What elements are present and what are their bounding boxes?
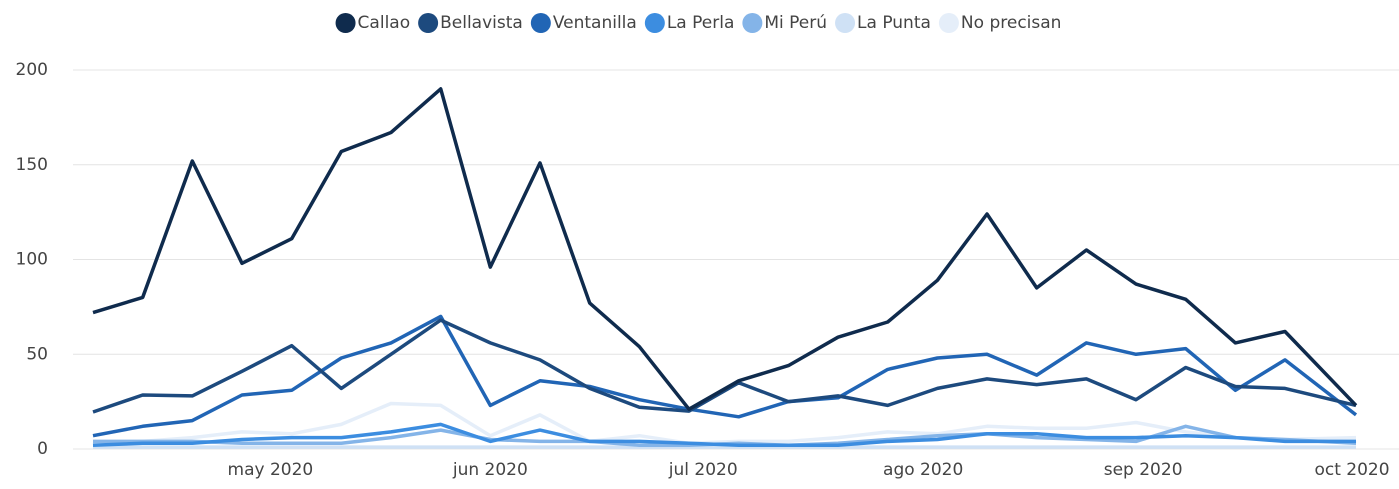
legend-item: Bellavista: [418, 13, 523, 33]
series-line: [92, 422, 1356, 447]
legend-marker: [530, 13, 551, 33]
series-line: [92, 401, 1357, 446]
legend-item: Mi Perú: [742, 13, 827, 33]
legend-item: La Punta: [835, 13, 931, 33]
legend-label: La Punta: [857, 13, 931, 33]
legend: Callao Bellavista Ventanilla La Perla Mi Per…: [335, 13, 1062, 33]
legend-label: Ventanilla: [553, 13, 637, 33]
legend-item: La Perla: [644, 13, 735, 33]
y-tick-label: 150: [16, 155, 48, 175]
x-tick-label: jun 2020: [452, 460, 528, 480]
legend-marker: [742, 13, 763, 33]
legend-item: Ventanilla: [530, 13, 637, 33]
legend-marker: [938, 13, 959, 33]
legend-label: La Perla: [667, 13, 735, 33]
legend-item: No precisan: [938, 13, 1062, 33]
x-tick-label: oct 2020: [1314, 460, 1389, 480]
legend-marker: [644, 13, 665, 33]
series-line: [92, 318, 1357, 414]
series-line: [92, 87, 1358, 411]
series-line: [92, 314, 1358, 438]
x-tick-label: jul 2020: [668, 460, 738, 480]
legend-marker: [335, 13, 356, 33]
legend-label: No precisan: [961, 13, 1062, 33]
legend-label: Mi Perú: [764, 13, 827, 33]
legend-marker: [418, 13, 439, 33]
x-tick-label: ago 2020: [883, 460, 963, 480]
legend-item: Callao: [335, 13, 411, 33]
x-tick-label: may 2020: [228, 460, 314, 480]
legend-marker: [835, 13, 856, 33]
y-tick-label: 100: [16, 250, 48, 270]
y-tick-label: 200: [16, 60, 48, 80]
x-tick-label: sep 2020: [1104, 460, 1183, 480]
legend-label: Callao: [358, 13, 411, 33]
legend-label: Bellavista: [440, 13, 523, 33]
y-tick-label: 50: [26, 344, 48, 364]
y-tick-label: 0: [37, 439, 48, 459]
